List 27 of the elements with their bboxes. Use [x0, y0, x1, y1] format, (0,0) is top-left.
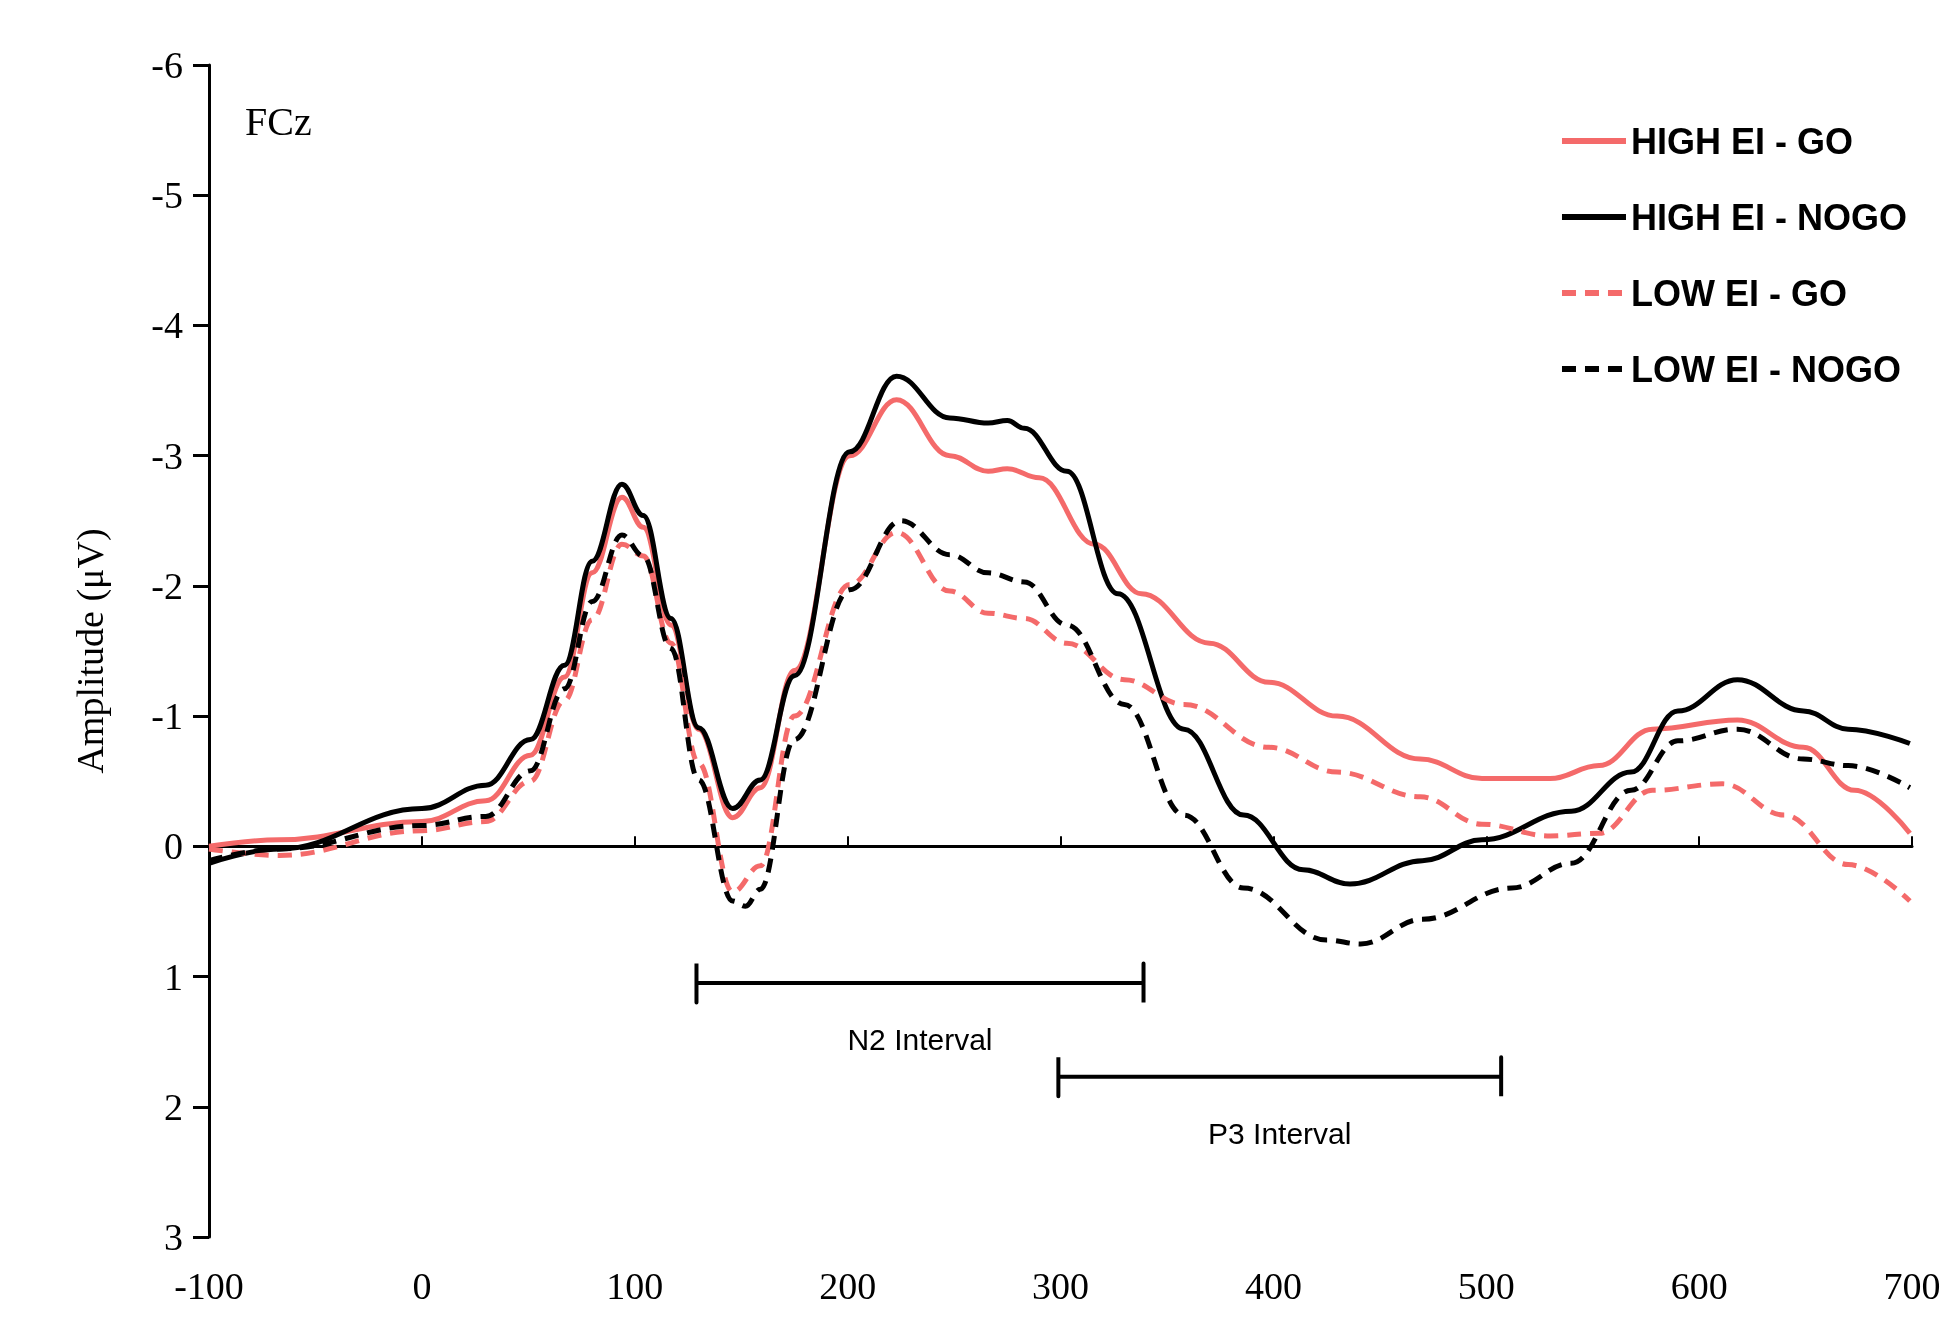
legend-label: LOW EI - NOGO: [1630, 348, 1901, 390]
legend-label: LOW EI - GO: [1630, 272, 1847, 314]
legend-label: HIGH EI - GO: [1630, 120, 1853, 162]
x-tick-label: -100: [174, 1265, 244, 1307]
x-tick-label: 500: [1457, 1265, 1515, 1307]
y-tick-label: -6: [151, 44, 183, 86]
x-tick-label: 0: [412, 1265, 432, 1307]
y-axis-title: Amplitude (μV): [69, 528, 112, 774]
y-tick-label: 0: [164, 825, 183, 868]
x-tick-label: 100: [606, 1265, 664, 1307]
y-tick-label: -3: [151, 434, 183, 477]
x-tick-label: 300: [1032, 1265, 1089, 1307]
y-tick-label: -4: [151, 304, 183, 347]
y-tick-label: -2: [151, 564, 183, 607]
text: FCz: [245, 98, 312, 144]
y-tick-label: 2: [164, 1085, 183, 1128]
y-tick-label: 1: [164, 955, 183, 998]
x-tick-label: 600: [1670, 1265, 1728, 1307]
annotation: N2 Interval: [847, 1023, 993, 1057]
legend-label: HIGH EI - NOGO: [1630, 196, 1907, 238]
y-tick-label: 3: [164, 1216, 183, 1258]
x-tick-label: 700: [1883, 1265, 1941, 1307]
x-tick-label: 200: [819, 1265, 877, 1307]
annotation: P3 Interval: [1208, 1116, 1352, 1150]
x-tick-label: 400: [1244, 1265, 1302, 1307]
y-tick-label: -5: [151, 174, 183, 217]
y-tick-label: -1: [151, 695, 183, 738]
